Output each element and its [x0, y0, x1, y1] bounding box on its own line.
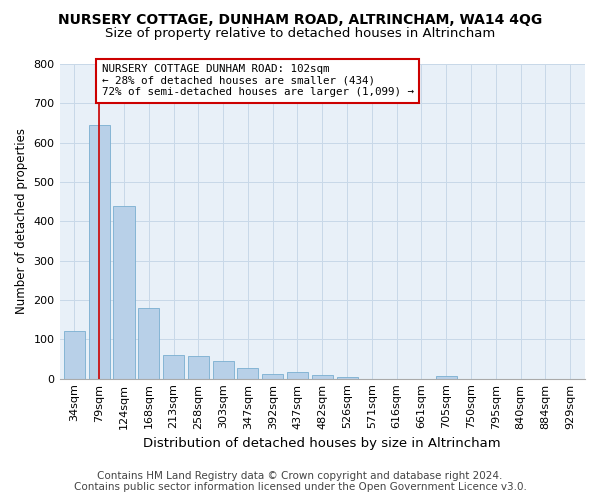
Bar	[138, 308, 160, 378]
Bar	[337, 376, 358, 378]
Bar	[238, 368, 259, 378]
Bar	[287, 372, 308, 378]
Text: NURSERY COTTAGE, DUNHAM ROAD, ALTRINCHAM, WA14 4QG: NURSERY COTTAGE, DUNHAM ROAD, ALTRINCHAM…	[58, 12, 542, 26]
Bar	[262, 374, 283, 378]
Bar	[64, 330, 85, 378]
Bar	[436, 376, 457, 378]
Text: NURSERY COTTAGE DUNHAM ROAD: 102sqm
← 28% of detached houses are smaller (434)
7: NURSERY COTTAGE DUNHAM ROAD: 102sqm ← 28…	[101, 64, 413, 97]
Bar	[89, 125, 110, 378]
Bar	[212, 360, 233, 378]
Bar	[113, 206, 134, 378]
Bar	[188, 356, 209, 378]
Text: Size of property relative to detached houses in Altrincham: Size of property relative to detached ho…	[105, 28, 495, 40]
Bar	[312, 375, 333, 378]
Text: Contains HM Land Registry data © Crown copyright and database right 2024.
Contai: Contains HM Land Registry data © Crown c…	[74, 471, 526, 492]
Bar	[163, 355, 184, 378]
X-axis label: Distribution of detached houses by size in Altrincham: Distribution of detached houses by size …	[143, 437, 501, 450]
Y-axis label: Number of detached properties: Number of detached properties	[15, 128, 28, 314]
